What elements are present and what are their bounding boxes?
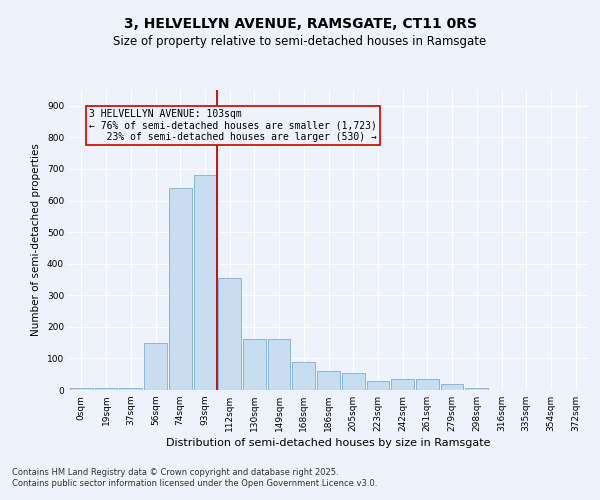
Y-axis label: Number of semi-detached properties: Number of semi-detached properties xyxy=(31,144,41,336)
Bar xyxy=(70,388,93,390)
Bar xyxy=(243,340,266,390)
Bar xyxy=(391,379,414,390)
Bar xyxy=(268,340,290,390)
Text: Contains HM Land Registry data © Crown copyright and database right 2025.
Contai: Contains HM Land Registry data © Crown c… xyxy=(12,468,377,487)
Bar xyxy=(218,278,241,390)
Bar xyxy=(317,371,340,390)
Bar xyxy=(292,362,315,390)
Bar xyxy=(194,176,216,390)
Bar xyxy=(342,372,365,390)
Text: Size of property relative to semi-detached houses in Ramsgate: Size of property relative to semi-detach… xyxy=(113,35,487,48)
Bar xyxy=(95,388,118,390)
Bar xyxy=(144,342,167,390)
Bar xyxy=(169,188,191,390)
Bar xyxy=(416,379,439,390)
Text: 3 HELVELLYN AVENUE: 103sqm
← 76% of semi-detached houses are smaller (1,723)
   : 3 HELVELLYN AVENUE: 103sqm ← 76% of semi… xyxy=(89,109,377,142)
Bar xyxy=(441,384,463,390)
X-axis label: Distribution of semi-detached houses by size in Ramsgate: Distribution of semi-detached houses by … xyxy=(166,438,491,448)
Text: 3, HELVELLYN AVENUE, RAMSGATE, CT11 0RS: 3, HELVELLYN AVENUE, RAMSGATE, CT11 0RS xyxy=(124,18,476,32)
Bar xyxy=(466,388,488,390)
Bar xyxy=(119,388,142,390)
Bar xyxy=(367,380,389,390)
